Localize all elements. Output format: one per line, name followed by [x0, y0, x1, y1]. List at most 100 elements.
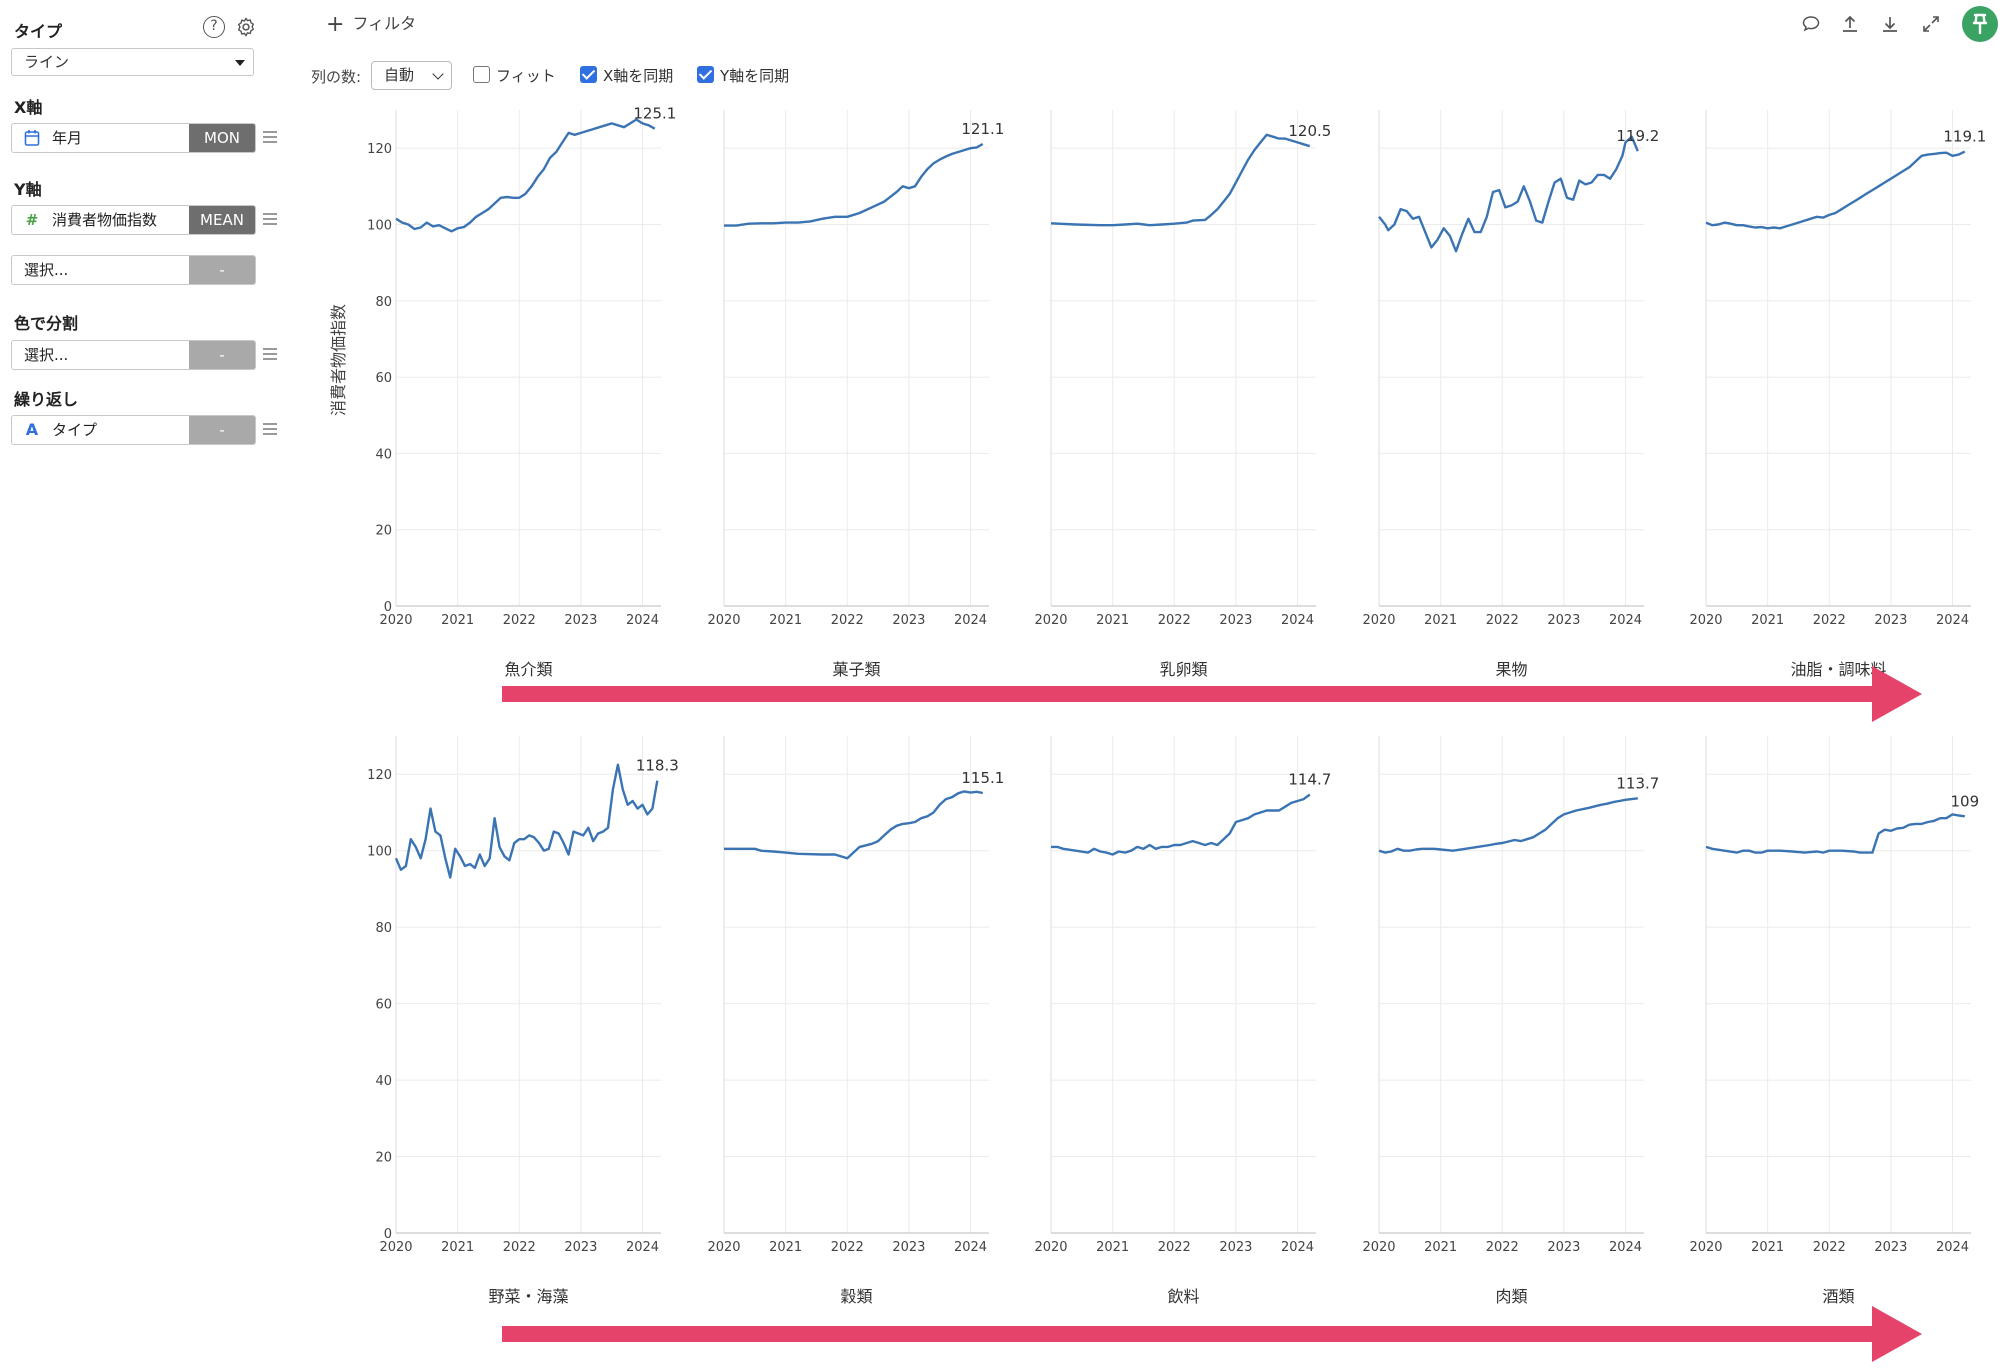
facet-label: 乳卵類 — [1159, 660, 1208, 679]
series-line — [724, 142, 984, 227]
repeat-aggregation-button[interactable]: - — [189, 416, 255, 444]
series-line — [1051, 793, 1311, 856]
chart-type-value: ライン — [24, 53, 70, 71]
sync-x-label: X軸を同期 — [603, 67, 674, 85]
repeat-section-label: 繰り返し — [14, 390, 79, 409]
y-axis-field[interactable]: # 消費者物価指数 MEAN — [11, 205, 256, 235]
x-tick-label: 2022 — [1813, 613, 1846, 628]
hash-icon: # — [25, 211, 39, 229]
y-tick-label: 60 — [375, 998, 392, 1013]
y-axis-extra-aggregation-button[interactable]: - — [189, 256, 255, 284]
y-tick-label: 100 — [367, 845, 392, 860]
y-axis-extra-field[interactable]: 選択... - — [11, 255, 256, 285]
type-section-label: タイプ — [14, 22, 63, 41]
x-tick-label: 2023 — [1874, 613, 1907, 628]
x-tick-label: 2020 — [1362, 1240, 1395, 1255]
download-icon[interactable] — [1879, 13, 1901, 35]
sync-x-checkbox[interactable] — [580, 66, 597, 83]
expand-icon[interactable] — [1920, 13, 1942, 35]
data-label: 119.1 — [1943, 128, 1986, 146]
hamburger-icon[interactable] — [263, 131, 277, 143]
x-tick-label: 2021 — [1096, 613, 1129, 628]
x-tick-label: 2021 — [441, 613, 474, 628]
x-tick-label: 2023 — [1219, 613, 1252, 628]
y-axis-section-label: Y軸 — [14, 180, 42, 199]
color-split-aggregation-button[interactable]: - — [189, 341, 255, 369]
hamburger-icon[interactable] — [263, 348, 277, 360]
x-tick-label: 2021 — [441, 1240, 474, 1255]
x-tick-label: 2022 — [1486, 1240, 1519, 1255]
x-axis-section-label: X軸 — [14, 98, 43, 117]
x-axis-field[interactable]: 年月 MON — [11, 123, 256, 153]
question-circle-icon[interactable]: ? — [203, 16, 225, 38]
comment-icon[interactable] — [1800, 13, 1822, 35]
y-tick-label: 120 — [367, 142, 392, 157]
series-line — [724, 790, 984, 860]
x-tick-label: 2021 — [1751, 1240, 1784, 1255]
calendar-icon — [24, 130, 40, 146]
gear-icon[interactable] — [235, 16, 257, 38]
data-label: 119.2 — [1616, 127, 1659, 145]
y-tick-label: 0 — [384, 600, 392, 615]
plus-icon: + — [326, 12, 345, 37]
y-axis-field-name: 消費者物価指数 — [52, 211, 158, 229]
repeat-field[interactable]: A タイプ - — [11, 415, 256, 445]
x-tick-label: 2020 — [707, 1240, 740, 1255]
x-tick-label: 2020 — [707, 613, 740, 628]
facet-label: 肉類 — [1495, 1287, 1528, 1306]
color-split-placeholder: 選択... — [24, 346, 69, 364]
y-tick-label: 80 — [375, 295, 392, 310]
text-a-icon: A — [25, 420, 39, 439]
color-split-section-label: 色で分割 — [14, 314, 79, 333]
y-tick-label: 0 — [384, 1227, 392, 1242]
series-line — [1705, 150, 1966, 230]
x-tick-label: 2023 — [892, 613, 925, 628]
data-label: 114.7 — [1288, 770, 1331, 788]
hamburger-icon[interactable] — [263, 423, 277, 435]
x-tick-label: 2023 — [1219, 1240, 1252, 1255]
upload-icon[interactable] — [1839, 13, 1861, 35]
hamburger-icon[interactable] — [263, 213, 277, 225]
x-tick-label: 2020 — [379, 1240, 412, 1255]
arrow-right-icon — [502, 1306, 1922, 1362]
sync-y-label: Y軸を同期 — [720, 67, 790, 85]
series-line — [395, 118, 656, 233]
x-tick-label: 2023 — [1547, 1240, 1580, 1255]
fit-checkbox[interactable] — [473, 66, 490, 83]
color-split-field[interactable]: 選択... - — [11, 340, 256, 370]
x-tick-label: 2021 — [1096, 1240, 1129, 1255]
data-label: 118.3 — [636, 757, 679, 775]
x-tick-label: 2024 — [954, 1240, 987, 1255]
x-tick-label: 2021 — [1424, 613, 1457, 628]
columns-select[interactable]: 自動 — [371, 61, 452, 90]
fit-label: フィット — [496, 67, 556, 85]
x-tick-label: 2023 — [564, 613, 597, 628]
y-tick-label: 120 — [367, 768, 392, 783]
x-axis-field-name: 年月 — [52, 129, 83, 147]
filter-label: フィルタ — [352, 14, 417, 33]
facet-label: 穀類 — [840, 1287, 873, 1306]
x-tick-label: 2024 — [1609, 613, 1642, 628]
facet-label: 飲料 — [1167, 1287, 1200, 1306]
columns-value: 自動 — [384, 66, 415, 84]
repeat-field-name: タイプ — [52, 421, 98, 439]
sync-y-checkbox[interactable] — [697, 66, 714, 83]
add-filter-button[interactable]: + フィルタ — [326, 10, 416, 37]
chart-type-select[interactable]: ライン — [11, 48, 254, 76]
pin-button[interactable] — [1962, 6, 1998, 42]
y-tick-label: 40 — [375, 447, 392, 462]
series-line — [1378, 135, 1639, 253]
x-tick-label: 2024 — [954, 613, 987, 628]
x-axis-aggregation-button[interactable]: MON — [189, 124, 255, 152]
facet-label: 野菜・海藻 — [488, 1287, 569, 1306]
series-line — [1050, 133, 1311, 227]
x-tick-label: 2021 — [769, 613, 802, 628]
data-label: 113.7 — [1616, 774, 1659, 792]
facet-label: 酒類 — [1822, 1287, 1855, 1306]
y-tick-label: 20 — [375, 1151, 392, 1166]
pin-icon — [1972, 13, 1988, 35]
y-axis-aggregation-button[interactable]: MEAN — [189, 206, 255, 234]
x-tick-label: 2020 — [1034, 1240, 1067, 1255]
x-tick-label: 2024 — [1609, 1240, 1642, 1255]
facet-label: 果物 — [1495, 660, 1528, 679]
